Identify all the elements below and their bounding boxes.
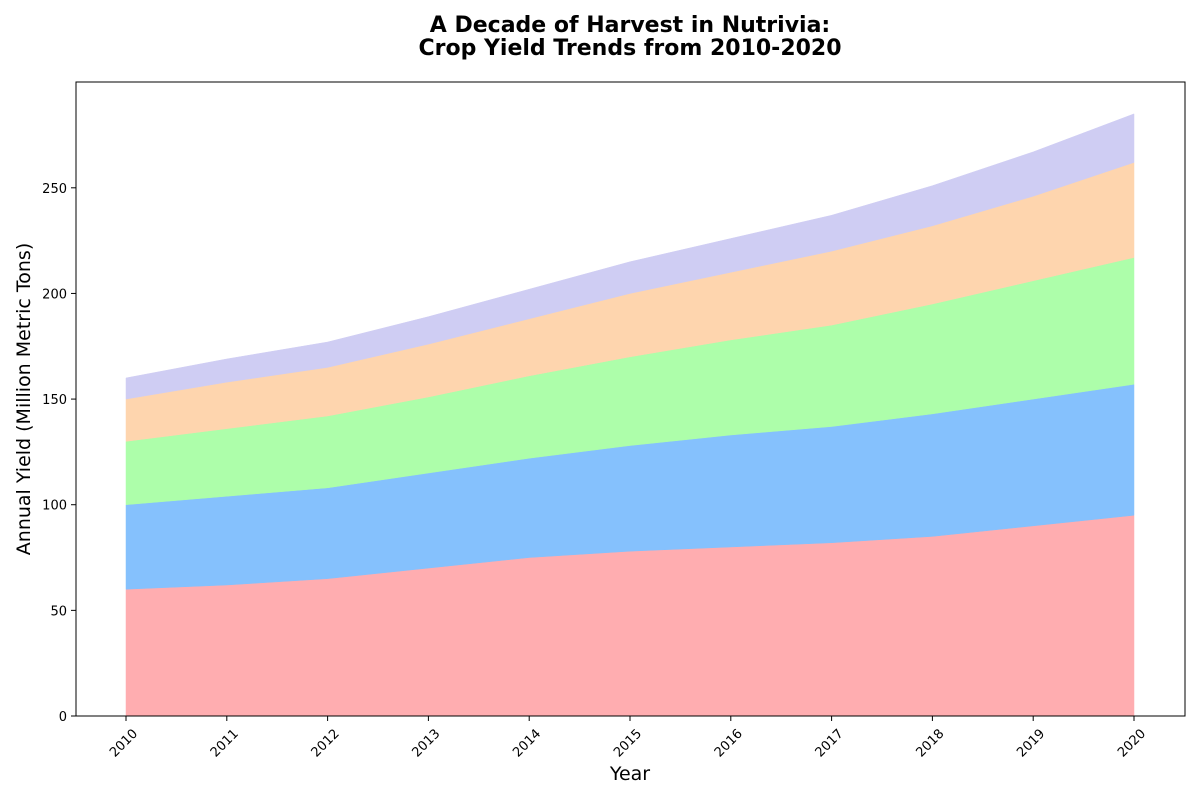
y-tick-label: 200	[42, 287, 67, 302]
x-tick-label: 2012	[309, 726, 343, 760]
x-tick-label: 2017	[813, 726, 847, 760]
y-tick-label: 250	[42, 182, 67, 197]
x-tick-label: 2014	[510, 726, 544, 760]
x-tick-label: 2010	[107, 726, 141, 760]
y-tick-label: 150	[42, 393, 67, 408]
y-tick-label: 50	[50, 604, 67, 619]
chart-title-line-1: A Decade of Harvest in Nutrivia:	[430, 13, 830, 38]
area-series-group	[125, 113, 1135, 717]
x-tick-label: 2020	[1115, 726, 1149, 760]
x-tick-label: 2019	[1014, 726, 1048, 760]
x-tick-label: 2011	[208, 726, 242, 760]
x-tick-label: 2018	[913, 726, 947, 760]
x-tick-label: 2015	[611, 726, 645, 760]
y-tick-label: 0	[59, 710, 67, 725]
y-axis: 0 50 100 150 200 250	[42, 182, 76, 725]
x-tick-label: 2016	[712, 726, 746, 760]
area-series-5	[125, 113, 1135, 400]
y-tick-label: 100	[42, 499, 67, 514]
y-axis-label: Annual Yield (Million Metric Tons)	[13, 243, 35, 555]
x-axis-label: Year	[609, 763, 650, 785]
x-axis: 2010 2011 2012 2013 2014 2015 2016 2017 2018 2019…	[107, 716, 1149, 760]
x-tick-label: 2013	[409, 726, 443, 760]
chart-title-line-2: Crop Yield Trends from 2010-2020	[418, 36, 841, 61]
